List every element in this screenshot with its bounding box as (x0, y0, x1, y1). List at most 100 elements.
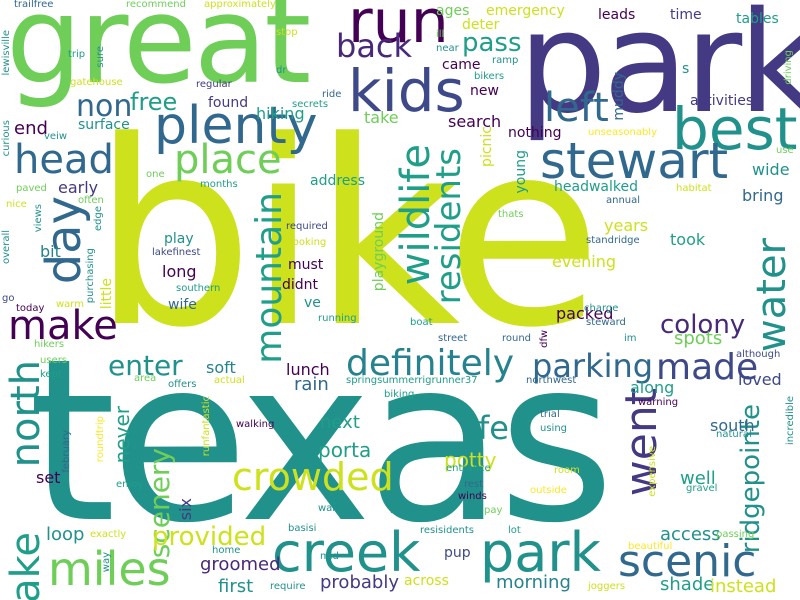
word-lake-north: lake (3, 532, 49, 600)
word-across: across (404, 573, 449, 589)
word-must: must (288, 257, 324, 273)
word-fee: fee (478, 409, 529, 447)
word-potty: potty (444, 448, 497, 472)
word-secrets: secrets (292, 99, 329, 110)
word-roundtrip: roundtrip (95, 416, 106, 463)
word-running: running (318, 313, 357, 324)
word-stop: stop (276, 27, 298, 38)
word-require: require (270, 581, 306, 592)
word-driving: driving (783, 50, 794, 85)
word-ride: ride (322, 89, 342, 100)
word-northwest: northwest (526, 375, 577, 386)
word-im: im (624, 333, 637, 344)
word-southern: southern (176, 283, 221, 294)
word-place: place (174, 137, 282, 183)
word-warning: warning (638, 397, 679, 408)
word-often: often (78, 195, 104, 206)
word-back: back (336, 27, 413, 65)
word-next: next (320, 412, 360, 433)
word-well: well (680, 468, 716, 489)
word-trial: trial (540, 409, 560, 420)
word-overall: overall (1, 230, 12, 264)
word-rain: rain (294, 374, 329, 395)
word-best: best (672, 95, 798, 163)
word-users: users (40, 355, 68, 366)
word-incredible: incredible (785, 396, 796, 446)
word-miles: miles (48, 542, 171, 596)
word-great: great (6, 0, 311, 111)
word-street: street (438, 333, 468, 344)
word-ve: ve (304, 295, 321, 311)
word-along: along (630, 378, 675, 397)
word-never: never (110, 406, 134, 464)
word-first: first (218, 576, 254, 597)
word-didnt: didnt (282, 277, 319, 293)
word-trip: trip (68, 49, 86, 60)
word-time: time (670, 7, 702, 23)
word-shade: shade (660, 574, 715, 595)
word-new: new (470, 83, 499, 99)
word-set: set (36, 468, 61, 487)
word-deter: deter (462, 17, 500, 33)
word-walk: walk (318, 503, 341, 514)
word-required: required (286, 221, 328, 232)
word-soft: soft (206, 358, 236, 377)
word-years: years (604, 216, 649, 235)
word-sure: sure (95, 46, 106, 68)
word-unseasonably: unseasonably (588, 127, 658, 138)
word-rest: rest (464, 479, 484, 490)
word-head: head (14, 137, 114, 183)
word-loved: loved (738, 370, 782, 389)
word-groomed: groomed (200, 554, 281, 575)
word-ramp: ramp (492, 55, 519, 66)
word-enjoy: enjoy (116, 479, 144, 490)
word-address: address (310, 173, 366, 189)
word-lunch: lunch (286, 360, 330, 379)
word-passing: passing (716, 529, 755, 540)
word-six: six (176, 498, 195, 521)
word-looking: looking (290, 237, 327, 248)
word-porta: porta (318, 438, 372, 462)
word-make: make (8, 303, 118, 349)
word-evening: evening (552, 252, 617, 271)
word-muddy: muddy (611, 72, 627, 121)
word-beautiful: beautiful (628, 541, 673, 552)
word-edge: edge (93, 206, 104, 231)
word-park-small: park (480, 521, 601, 584)
word-room: room (554, 465, 580, 476)
word-basisi: basisi (288, 523, 317, 534)
word-joggers: joggers (588, 581, 626, 592)
word-way: way (101, 552, 112, 573)
word-long: long (162, 262, 197, 281)
word-left: left (544, 85, 609, 131)
word-activities: activities (690, 93, 754, 109)
word-definitely: definitely (346, 343, 515, 384)
word-outside: outside (530, 485, 567, 496)
word-non: non (76, 89, 133, 124)
word-go: go (2, 293, 15, 304)
word-packed: packed (556, 304, 614, 323)
word-creek: creek (272, 521, 421, 584)
word-headwalked: headwalked (554, 179, 638, 195)
word-standridge: standridge (586, 235, 640, 246)
word-stewart: stewart (540, 132, 729, 190)
word-leads: leads (598, 7, 636, 23)
word-texas: texas (28, 311, 615, 573)
word-playground: playground (371, 212, 387, 292)
word-habitat: habitat (676, 183, 712, 194)
word-although: although (736, 349, 781, 360)
word-little: little (99, 278, 115, 310)
word-recommend: recommend (126, 0, 186, 10)
word-residents: residents (429, 148, 469, 305)
word-exactly: exactly (90, 529, 127, 540)
word-charge: charge (584, 303, 619, 314)
word-veiw: veiw (44, 131, 68, 142)
word-lakefinest: lakefinest (152, 247, 201, 258)
word-bit: bit (40, 242, 61, 261)
word-early: early (58, 178, 99, 197)
word-mid: mid (320, 551, 339, 562)
word-colony: colony (660, 310, 746, 340)
word-use: use (776, 145, 794, 156)
word-lot: lot (508, 525, 521, 536)
